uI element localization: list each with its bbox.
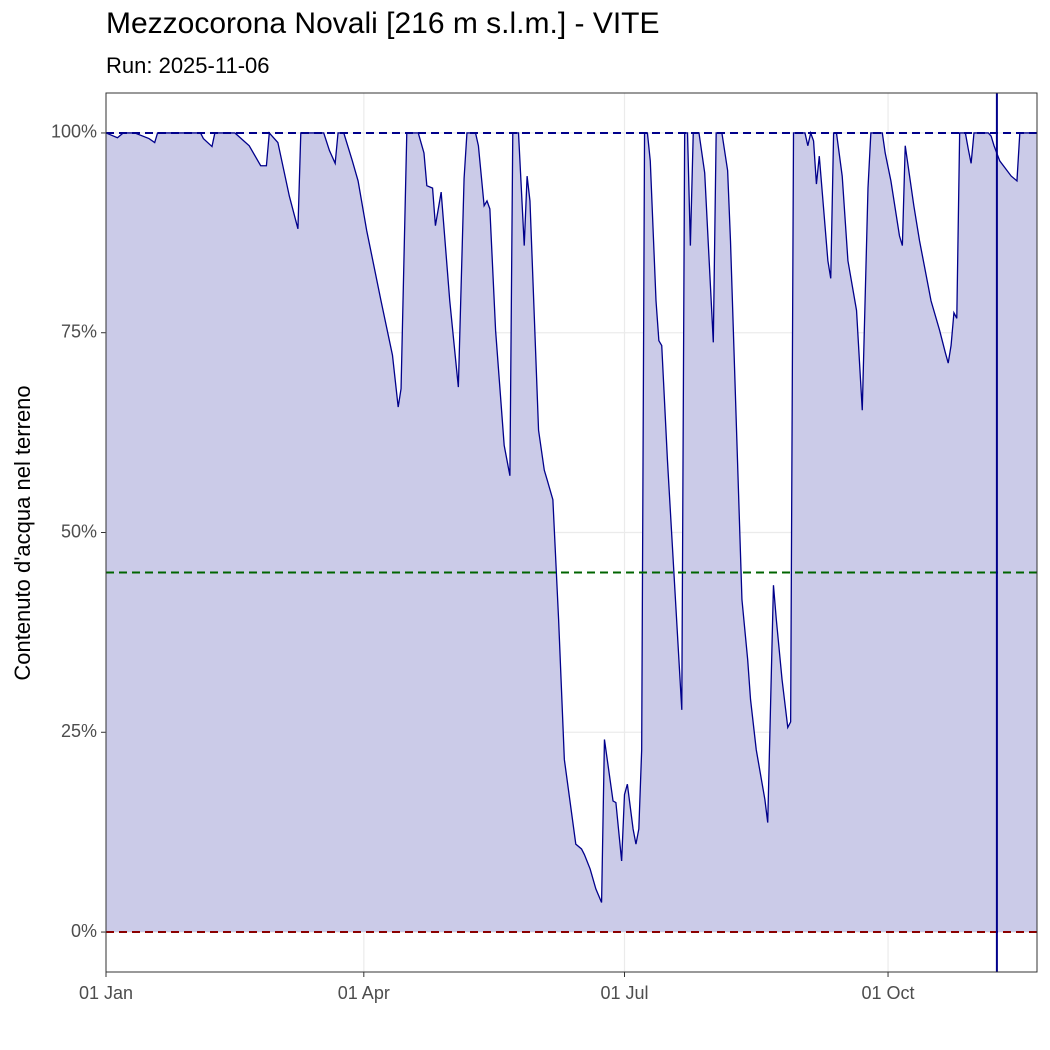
x-tick-label: 01 Apr: [338, 983, 390, 1003]
x-tick-label: 01 Oct: [862, 983, 915, 1003]
x-tick-label: 01 Jul: [600, 983, 648, 1003]
y-tick-label: 0%: [71, 921, 97, 941]
y-tick-label: 100%: [51, 122, 97, 142]
line: [105, 130, 1037, 903]
y-tick-label: 50%: [61, 521, 97, 541]
panel-border: [105, 92, 1038, 973]
chart-subtitle: Run: 2025-11-06: [106, 53, 270, 78]
y-tick-label: 25%: [61, 721, 97, 741]
y-tick-label: 75%: [61, 321, 97, 341]
y-axis-label: Contenuto d'acqua nel terreno: [10, 385, 35, 680]
area: [106, 132, 1037, 933]
chart-title: Mezzocorona Novali [216 m s.l.m.] - VITE: [106, 7, 660, 40]
x-tick-label: 01 Jan: [79, 983, 133, 1003]
